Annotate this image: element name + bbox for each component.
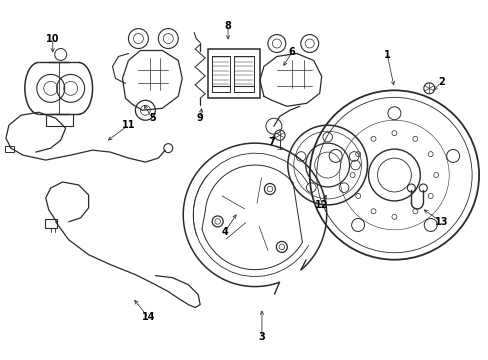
Circle shape [276, 242, 287, 252]
Circle shape [264, 184, 275, 194]
Text: 4: 4 [221, 227, 228, 237]
Bar [5, 146, 14, 152]
Text: 5: 5 [149, 113, 155, 123]
Text: 10: 10 [46, 33, 60, 44]
Bar [208, 49, 260, 98]
Text: 9: 9 [196, 113, 203, 123]
Circle shape [212, 216, 223, 227]
Text: 1: 1 [383, 50, 390, 60]
Bar [45, 219, 57, 228]
Text: 14: 14 [142, 312, 155, 323]
Text: 8: 8 [224, 21, 231, 31]
Text: 11: 11 [122, 120, 135, 130]
Text: 12: 12 [314, 200, 328, 210]
Text: 7: 7 [268, 137, 275, 147]
Text: 3: 3 [258, 332, 265, 342]
Text: 2: 2 [437, 77, 444, 87]
Text: 13: 13 [434, 217, 447, 227]
Text: 6: 6 [288, 48, 295, 58]
